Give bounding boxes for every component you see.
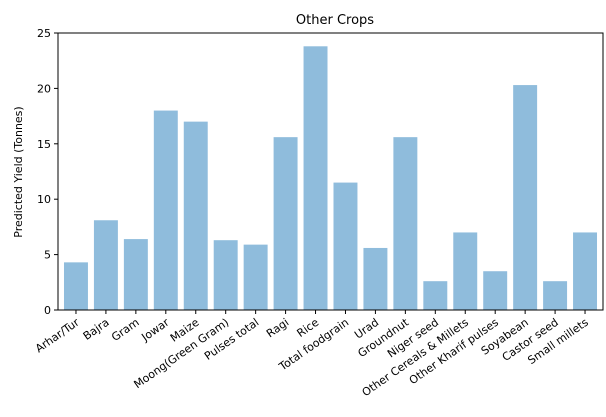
y-tick-label: 20 — [37, 82, 51, 95]
x-tick-label: Jowar — [138, 316, 171, 345]
chart-title: Other Crops — [296, 13, 374, 28]
bar-6 — [243, 244, 268, 310]
bar-2 — [123, 239, 148, 310]
bar-4 — [183, 121, 208, 310]
bar-7 — [273, 137, 298, 310]
bar-10 — [363, 247, 388, 310]
bar-13 — [453, 232, 478, 310]
x-axis-ticks: Arhar/Tur BajraGramJowarMaizeMoong(Green … — [33, 310, 591, 399]
bar-12 — [423, 281, 448, 310]
bar-17 — [573, 232, 598, 310]
y-tick-label: 0 — [44, 304, 51, 317]
y-tick-label: 5 — [44, 249, 51, 262]
bar-9 — [333, 182, 358, 310]
x-tick-label: Ragi — [264, 316, 291, 341]
bar-5 — [213, 240, 238, 310]
bar-3 — [153, 110, 178, 310]
y-tick-label: 10 — [37, 193, 51, 206]
x-tick-label: Arhar/Tur — [33, 316, 82, 356]
x-tick-label: Gram — [109, 316, 141, 344]
bar-16 — [543, 281, 568, 310]
bar-15 — [513, 85, 538, 311]
bar-14 — [483, 271, 508, 310]
bar-11 — [393, 137, 418, 310]
bars-group — [63, 46, 598, 311]
bar-0 — [63, 262, 88, 310]
x-tick-label: Bajra — [81, 316, 112, 343]
plot-frame — [57, 32, 604, 311]
y-axis-label: Predicted Yield (Tonnes) — [12, 106, 25, 237]
bar-1 — [93, 220, 118, 310]
y-tick-label: 25 — [37, 27, 51, 40]
bar-8 — [303, 46, 328, 311]
y-axis-ticks: 0 5 10 15 20 25 — [37, 27, 58, 317]
y-tick-label: 15 — [37, 138, 51, 151]
